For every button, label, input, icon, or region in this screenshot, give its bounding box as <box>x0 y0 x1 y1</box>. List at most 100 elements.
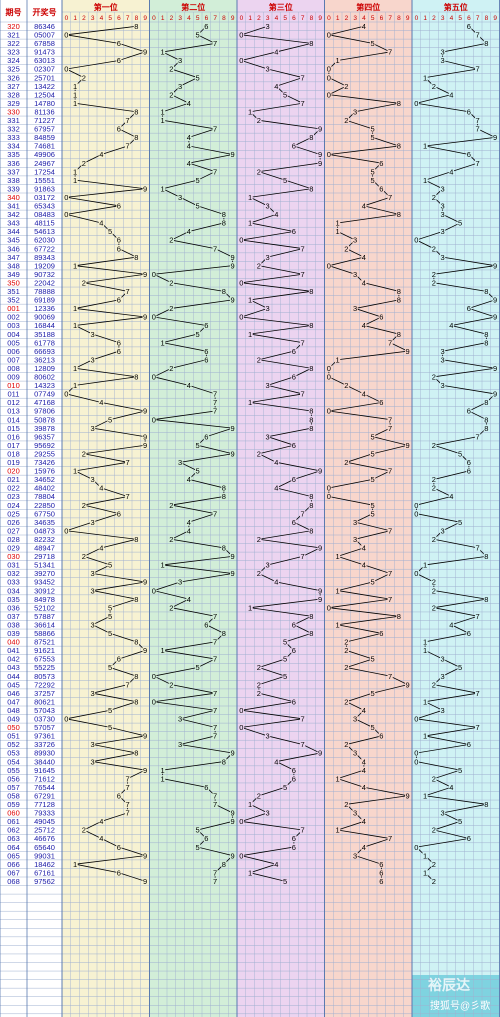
digit-mark: 1 <box>73 381 77 390</box>
digit-mark-bg <box>212 869 218 877</box>
digit-mark: 0 <box>327 90 331 99</box>
digit-mark-bg <box>352 535 358 543</box>
digit-mark: 0 <box>414 843 418 852</box>
period-cell: 061 <box>7 817 20 826</box>
digit-mark: 8 <box>134 22 138 31</box>
digit-mark-bg <box>387 424 393 432</box>
digit-mark-bg <box>256 262 262 270</box>
digit-mark: 8 <box>309 364 313 373</box>
digit-mark-bg <box>98 398 104 407</box>
digit-mark: 5 <box>458 219 462 228</box>
digit-mark: 7 <box>388 193 392 202</box>
digit-mark: 7 <box>301 99 305 108</box>
digit-mark-bg <box>133 672 139 680</box>
digit-mark-bg <box>142 433 148 441</box>
period-cell: 062 <box>7 826 20 835</box>
digit-mark: 5 <box>283 638 287 647</box>
digit-mark-bg <box>370 450 376 458</box>
digit-mark: 8 <box>222 757 226 766</box>
digit-mark-bg <box>238 817 244 826</box>
digit-mark: 6 <box>292 227 296 236</box>
digit-mark-bg <box>466 108 472 116</box>
header-digit-tick: 2 <box>257 15 261 22</box>
digit-mark: 4 <box>362 202 366 211</box>
draw-cell: 73426 <box>34 458 55 467</box>
digit-mark: 0 <box>64 31 68 40</box>
period-cell: 338 <box>7 176 20 185</box>
digit-mark-bg <box>291 518 297 526</box>
digit-mark-bg <box>440 185 446 193</box>
digit-mark-bg <box>483 595 489 603</box>
digit-mark-bg <box>483 339 489 347</box>
digit-mark-bg <box>256 569 262 578</box>
digit-mark: 9 <box>318 467 322 476</box>
digit-mark-bg <box>361 253 367 261</box>
digit-mark-bg <box>177 458 183 466</box>
digit-mark: 5 <box>458 766 462 775</box>
period-cell: 336 <box>7 159 20 168</box>
header-digit-tick: 5 <box>108 15 112 22</box>
digit-mark-bg <box>151 672 157 680</box>
period-cell: 343 <box>7 219 20 228</box>
digit-mark-bg <box>72 467 78 475</box>
digit-mark: 9 <box>406 791 410 800</box>
header-digit-tick: 0 <box>415 15 419 22</box>
period-cell: 323 <box>7 48 20 57</box>
digit-mark: 8 <box>484 330 488 339</box>
digit-mark: 3 <box>91 330 95 339</box>
draw-cell: 02307 <box>34 65 55 74</box>
digit-mark: 4 <box>362 321 366 330</box>
digit-mark: 7 <box>476 544 480 553</box>
draw-cell: 71227 <box>34 116 55 125</box>
digit-mark: 9 <box>231 261 235 270</box>
digit-mark: 4 <box>274 82 278 91</box>
digit-mark-bg <box>308 364 314 372</box>
digit-mark-bg <box>186 142 192 150</box>
digit-mark-bg <box>370 501 376 509</box>
digit-mark: 9 <box>406 680 410 689</box>
digit-mark-bg <box>151 373 157 381</box>
digit-mark: 1 <box>336 826 340 835</box>
digit-mark: 0 <box>327 364 331 373</box>
digit-mark: 3 <box>441 655 445 664</box>
digit-mark: 3 <box>353 236 357 245</box>
digit-mark: 1 <box>336 56 340 65</box>
period-cell: 320 <box>7 22 20 31</box>
digit-mark-bg <box>90 518 96 526</box>
digit-mark: 7 <box>476 689 480 698</box>
digit-mark-bg <box>317 159 323 167</box>
header-digit-tick: 3 <box>441 15 445 22</box>
digit-mark: 2 <box>432 603 436 612</box>
period-cell: 052 <box>7 740 20 749</box>
period-cell: 345 <box>7 236 20 245</box>
period-cell: 051 <box>7 732 20 741</box>
digit-mark-bg <box>72 381 78 389</box>
digit-mark: 2 <box>432 680 436 689</box>
header-period: 期号 <box>6 7 22 17</box>
digit-mark-bg <box>475 116 481 124</box>
period-cell: 022 <box>7 484 20 493</box>
digit-mark-bg <box>133 698 139 706</box>
digit-mark: 0 <box>414 501 418 510</box>
digit-mark: 8 <box>134 535 138 544</box>
header-digit-tick: 7 <box>476 15 480 22</box>
draw-cell: 25701 <box>34 73 55 82</box>
digit-mark-bg <box>413 715 419 723</box>
digit-mark: 7 <box>476 116 480 125</box>
draw-cell: 57043 <box>34 706 55 715</box>
digit-mark-bg <box>230 817 236 826</box>
digit-mark-bg <box>195 202 201 210</box>
digit-mark-bg <box>352 715 358 723</box>
digit-mark-bg <box>98 817 104 826</box>
draw-cell: 67553 <box>34 655 55 664</box>
period-cell: 340 <box>7 193 20 202</box>
digit-mark: 8 <box>309 39 313 48</box>
draw-cell: 67291 <box>34 791 55 800</box>
period-cell: 333 <box>7 133 20 142</box>
digit-mark-bg <box>343 646 349 655</box>
digit-mark-bg <box>116 347 122 355</box>
digit-mark: 7 <box>388 672 392 681</box>
digit-mark: 5 <box>283 877 287 886</box>
digit-mark: 6 <box>467 740 471 749</box>
